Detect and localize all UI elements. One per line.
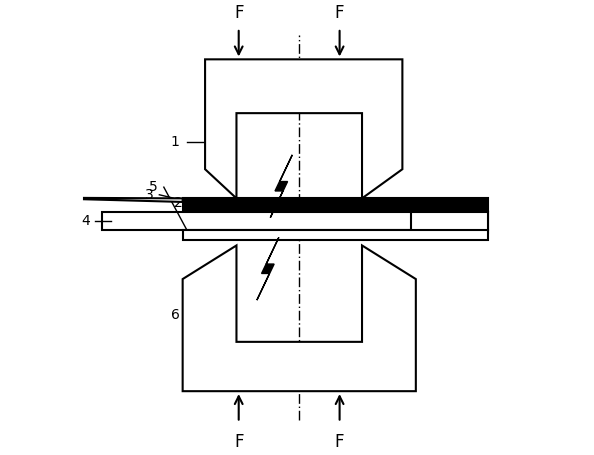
Polygon shape <box>182 245 416 391</box>
Text: 1: 1 <box>170 135 179 149</box>
Polygon shape <box>270 155 292 217</box>
Text: 2: 2 <box>174 196 182 210</box>
Polygon shape <box>205 59 402 198</box>
Text: F: F <box>234 4 244 22</box>
Bar <box>182 230 488 240</box>
Text: 3: 3 <box>145 188 153 202</box>
Bar <box>102 212 488 230</box>
Text: F: F <box>335 4 345 22</box>
Bar <box>182 198 488 211</box>
Text: F: F <box>335 433 345 451</box>
Text: F: F <box>234 433 244 451</box>
Text: 5: 5 <box>149 180 158 194</box>
Polygon shape <box>257 238 279 300</box>
Polygon shape <box>84 198 182 202</box>
Bar <box>412 212 488 233</box>
Text: 4: 4 <box>81 214 90 228</box>
Text: 6: 6 <box>170 308 179 322</box>
